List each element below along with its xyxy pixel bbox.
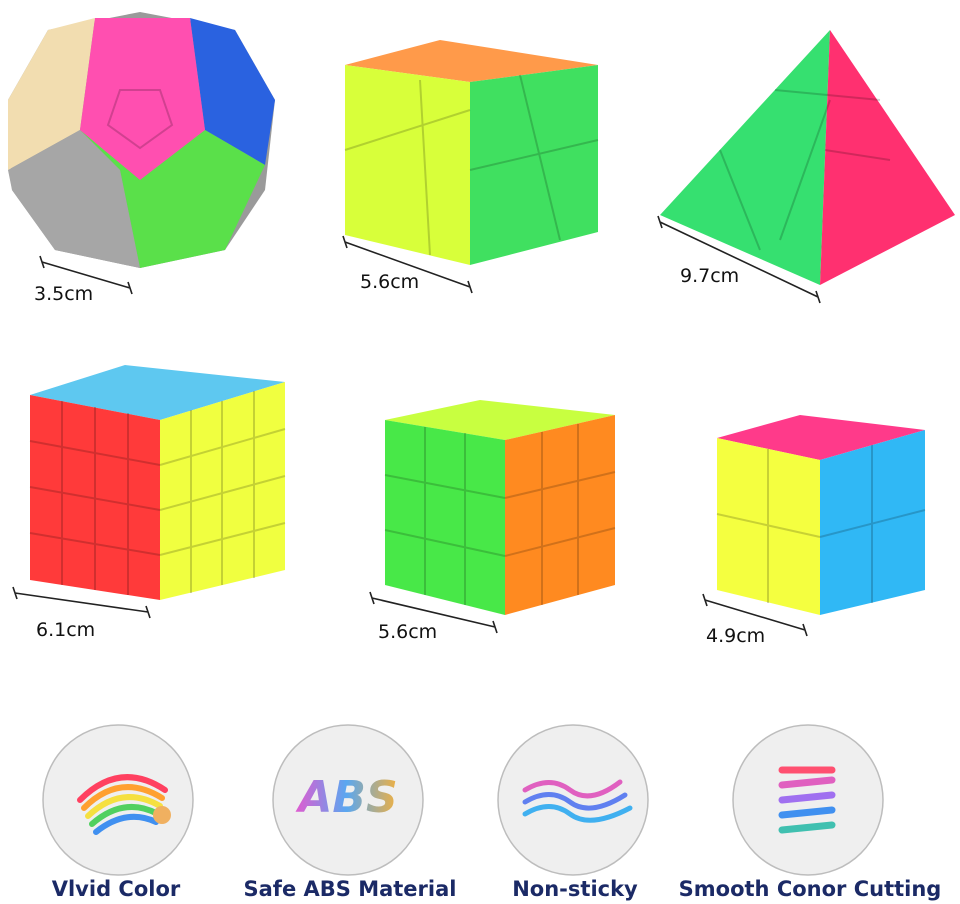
cube-4x4-part — [30, 395, 160, 600]
rainbow-icon — [77, 774, 171, 835]
size-label: 5.6cm — [360, 271, 419, 293]
cube-2x2-part — [716, 445, 926, 603]
cube-3x3-part — [385, 420, 505, 615]
megaminx-part — [106, 89, 174, 150]
pyramid — [660, 30, 955, 285]
stripes-icon-part — [778, 821, 836, 834]
rainbow-icon-part — [81, 784, 165, 811]
axis-cube — [344, 40, 599, 265]
feature-circles — [42, 724, 884, 876]
rainbow-icon-part — [93, 813, 159, 835]
megaminx-part — [8, 18, 95, 170]
feature-label: Non-sticky — [512, 877, 638, 901]
cube-3x3-part — [505, 415, 615, 615]
measure-lines-part — [39, 255, 133, 295]
wave-icon-part — [522, 779, 623, 799]
cube-3x3 — [384, 400, 616, 615]
stripes-icon — [778, 766, 836, 834]
stripes-icon-part — [778, 806, 836, 819]
size-label: 9.7cm — [680, 265, 739, 287]
stripes-icon-part — [778, 791, 836, 804]
rainbow-icon-part — [77, 774, 168, 803]
size-label: 6.1cm — [36, 619, 95, 641]
megaminx-part — [190, 18, 275, 165]
feature-label: Safe ABS Material — [244, 877, 457, 901]
cube-3x3-part — [384, 424, 616, 605]
cube-2x2-part — [717, 415, 925, 460]
measure-lines — [12, 215, 821, 637]
cube-2x2-part — [820, 430, 925, 615]
wave-icon-part — [522, 804, 633, 823]
axis-cube-part — [345, 65, 470, 265]
axis-cube-part — [344, 74, 599, 256]
pyramid-part — [660, 30, 830, 285]
megaminx-part — [8, 130, 140, 268]
measure-lines-part — [369, 591, 498, 634]
axis-cube-part — [345, 40, 598, 82]
measure-lines-part — [702, 593, 808, 637]
axis-cube-part — [470, 65, 598, 265]
pyramid-part — [719, 89, 891, 251]
measure-lines-part — [657, 215, 821, 304]
rainbow-icon-part — [85, 794, 163, 819]
stripes-icon-part — [778, 776, 836, 789]
size-label: 4.9cm — [706, 625, 765, 647]
measure-lines-part — [342, 235, 473, 294]
cube-4x4 — [29, 365, 286, 600]
feature-label: Vlvid Color — [52, 877, 181, 901]
pyramid-part — [820, 30, 955, 285]
feature-circles-part — [272, 724, 424, 876]
size-label: 5.6cm — [378, 621, 437, 643]
feature-circles-part — [497, 724, 649, 876]
wave-icon-part — [522, 792, 628, 811]
cube-2x2-part — [717, 438, 820, 615]
megaminx — [8, 12, 275, 268]
size-label: 3.5cm — [34, 283, 93, 305]
cube-4x4-part — [29, 391, 286, 595]
megaminx-part — [80, 18, 205, 180]
cube-4x4-part — [160, 382, 285, 600]
cube-4x4-part — [30, 365, 285, 420]
feature-label: Smooth Conor Cutting — [679, 877, 942, 901]
measure-lines-part — [12, 586, 151, 619]
rainbow-icon-part — [153, 806, 171, 824]
rainbow-icon-part — [89, 804, 161, 827]
cube-3x3-part — [385, 400, 615, 440]
cube-2x2 — [716, 415, 926, 615]
wave-icon — [522, 779, 633, 823]
abs-icon: ABS — [295, 772, 397, 823]
